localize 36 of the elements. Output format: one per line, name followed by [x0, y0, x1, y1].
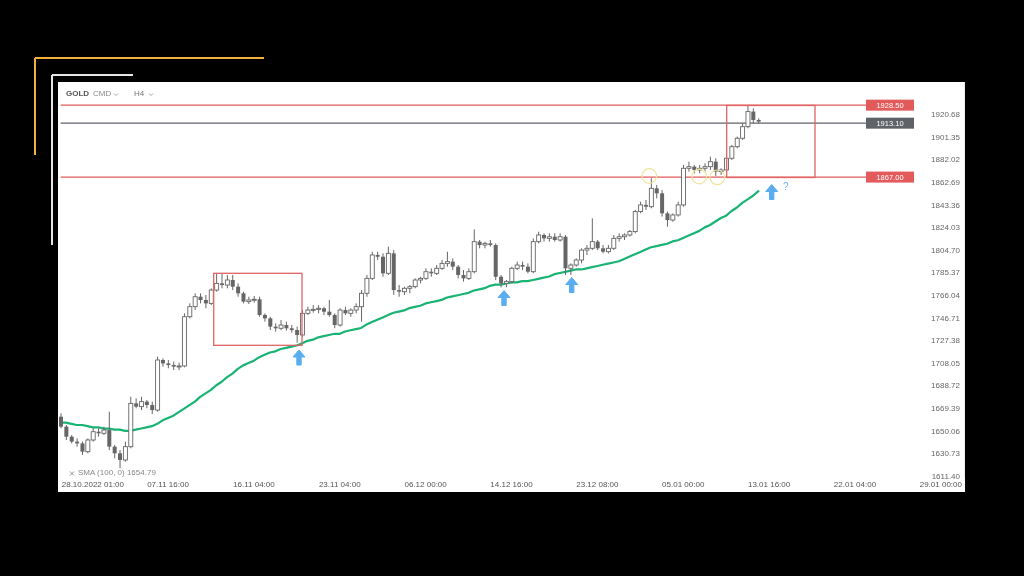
- x-tick-label: 29.01 00:00: [919, 479, 963, 489]
- y-tick-label: 1920.68: [931, 110, 961, 120]
- y-tick-label: 1785.37: [931, 268, 961, 278]
- annotation: SMA (100, 0) 1654.79: [78, 468, 156, 478]
- y-tick-label: 1708.05: [931, 358, 961, 368]
- y-tick-label: 1650.06: [931, 426, 961, 436]
- x-tick-label: 05.01 00:00: [662, 479, 705, 489]
- candlestick: [337, 307, 343, 328]
- x-tick-label: 14.12 16:00: [490, 479, 534, 489]
- x-tick-label: 06.12 00:00: [404, 479, 448, 489]
- x-tick-label: 13.01 16:00: [747, 479, 791, 489]
- y-tick-label: 1843.36: [931, 200, 961, 210]
- y-tick-label: 1727.38: [931, 336, 961, 346]
- y-tick-label: 1766.04: [931, 291, 961, 300]
- y-tick-label: 1630.73: [931, 449, 961, 459]
- x-tick-label: 07.11 16:00: [147, 479, 190, 489]
- x-tick-label: 16.11 04:00: [233, 479, 276, 489]
- y-tick-label: 1824.03: [931, 223, 961, 233]
- candlestick: [660, 189, 665, 218]
- x-tick-label: 28.10.2022 01:00: [61, 479, 125, 489]
- x-tick-label: 22.01 04:00: [833, 479, 877, 489]
- text: GOLD: [66, 89, 90, 99]
- annotation: ?: [783, 181, 789, 192]
- y-tick-label: 1746.71: [931, 313, 961, 323]
- x-tick-label: 23.12 08:00: [576, 479, 620, 489]
- x-tick-label: 23.11 04:00: [318, 479, 362, 489]
- y-tick-label: 1901.35: [931, 132, 961, 142]
- y-tick-label: 1804.70: [931, 245, 961, 255]
- candlestick: [278, 319, 284, 331]
- y-tick-label: 1611.40: [931, 471, 961, 481]
- y-tick-label: 1688.72: [931, 381, 961, 391]
- y-tick-label: 1669.39: [931, 404, 961, 414]
- annotation: CMD: [93, 89, 112, 99]
- y-tick-label: 1862.69: [931, 177, 961, 187]
- annotation: H4: [134, 89, 145, 99]
- y-tick-label: 1882.02: [931, 155, 961, 165]
